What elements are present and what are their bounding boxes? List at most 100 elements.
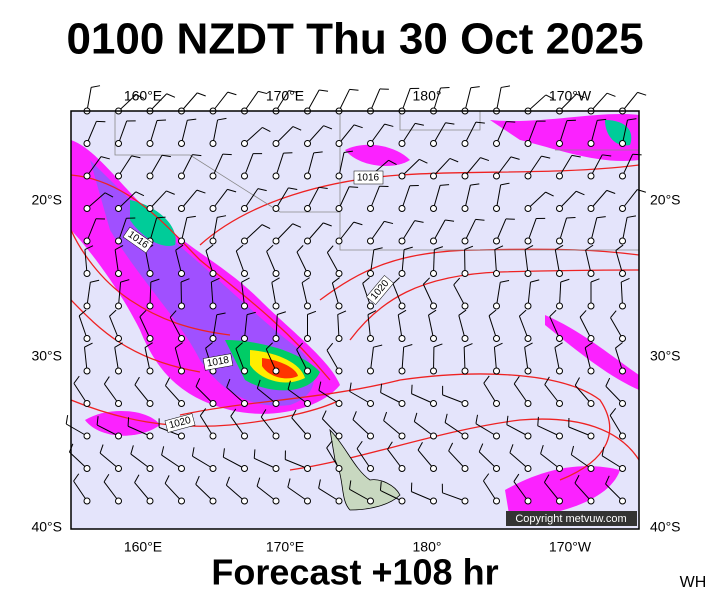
barb-staff <box>622 217 628 242</box>
barb-staff <box>370 347 374 372</box>
station <box>241 432 248 440</box>
barb-staff <box>488 315 497 339</box>
barb-staff <box>428 314 434 339</box>
station <box>619 335 626 342</box>
barb-flag <box>291 409 297 419</box>
barb-staff <box>266 251 277 274</box>
station <box>367 270 374 277</box>
barb-staff <box>338 89 350 112</box>
barb-staff <box>356 448 371 469</box>
station <box>209 237 217 245</box>
barb-staff <box>433 185 441 209</box>
barb-staff <box>544 384 560 404</box>
barb-flag <box>411 384 413 394</box>
barb-staff <box>568 426 592 437</box>
barb-staff <box>230 416 245 437</box>
station <box>115 237 122 245</box>
barb-flag <box>318 186 328 189</box>
barb-staff <box>401 123 416 144</box>
station <box>241 367 248 375</box>
barb-flag <box>261 224 271 230</box>
station <box>335 497 343 505</box>
barb-flag <box>296 245 304 253</box>
station <box>146 400 154 407</box>
barb-flag <box>265 342 273 350</box>
barb-staff <box>134 482 151 502</box>
station <box>398 432 406 440</box>
station <box>524 302 532 310</box>
barb-staff <box>114 249 119 274</box>
barb-flag <box>164 475 170 484</box>
barb-staff <box>559 93 577 112</box>
lon-label: 170°W <box>549 539 592 555</box>
station <box>493 205 500 212</box>
station <box>304 497 311 505</box>
barb-flag <box>419 158 428 164</box>
barb-staff <box>370 186 380 209</box>
barb-flag <box>570 445 575 455</box>
station <box>430 237 437 245</box>
station <box>367 367 374 375</box>
barb-staff <box>590 217 598 242</box>
barb-flag <box>287 478 291 488</box>
barb-staff <box>149 190 167 209</box>
barb-staff <box>524 249 529 274</box>
station <box>83 400 91 407</box>
barb-flag <box>574 474 580 484</box>
barb-staff <box>527 218 537 242</box>
barb-staff <box>169 317 182 339</box>
barb-staff <box>73 383 88 404</box>
station <box>272 400 280 407</box>
barb-staff <box>318 390 340 404</box>
barb-flag <box>150 278 160 283</box>
barb-flag <box>609 408 617 416</box>
station <box>461 400 469 407</box>
station <box>367 140 374 147</box>
barb-flag <box>318 381 322 391</box>
station <box>461 172 469 180</box>
barb-staff <box>496 121 507 144</box>
barb-staff <box>307 222 324 242</box>
barb-staff <box>210 282 214 307</box>
isobar-label: 1016 <box>357 173 380 184</box>
barb-staff <box>622 92 638 112</box>
barb-staff <box>464 87 472 112</box>
station <box>587 465 595 472</box>
barb-staff <box>254 457 277 469</box>
barb-staff <box>103 383 119 404</box>
barb-staff <box>212 119 219 144</box>
station <box>178 400 185 407</box>
barb-staff <box>86 156 102 177</box>
barb-flag <box>349 88 359 91</box>
barb-flag <box>494 245 504 251</box>
barb-staff <box>235 348 245 372</box>
station <box>83 140 91 147</box>
barb-flag <box>256 379 261 389</box>
barb-staff <box>537 425 560 437</box>
barb-staff <box>496 282 501 307</box>
barb-staff <box>370 221 385 242</box>
station <box>83 432 91 440</box>
station <box>367 400 374 407</box>
barb-flag <box>349 186 359 188</box>
barb-flag <box>326 342 334 351</box>
barb-staff <box>195 483 214 502</box>
station <box>178 172 185 180</box>
station <box>556 302 563 310</box>
barb-flag <box>323 222 332 227</box>
copyright: Copyright metvuw.com <box>515 513 626 525</box>
station <box>272 205 280 212</box>
barb-staff <box>527 94 547 112</box>
barb-flag <box>217 117 227 121</box>
station <box>209 497 217 505</box>
barb-staff <box>362 283 371 307</box>
barb-flag <box>84 245 94 251</box>
station <box>493 172 500 180</box>
barb-flag <box>428 309 437 316</box>
barb-staff <box>559 190 577 209</box>
barb-flag <box>199 408 207 416</box>
barb-staff <box>134 384 151 404</box>
barb-staff <box>275 314 278 339</box>
station <box>335 335 343 342</box>
